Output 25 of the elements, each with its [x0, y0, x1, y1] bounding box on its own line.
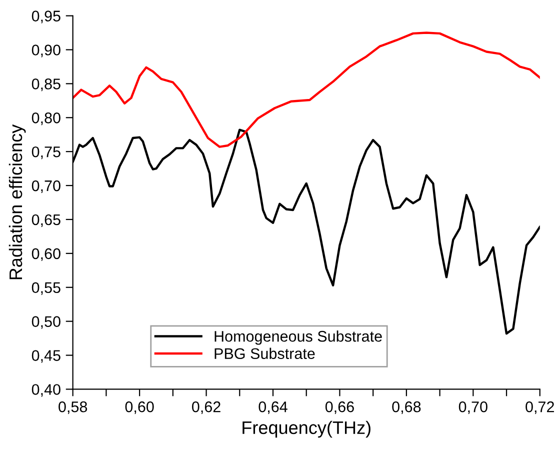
y-tick-label: 0,50 — [32, 316, 60, 329]
y-tick-label: 0,40 — [32, 384, 60, 397]
legend-label: PBG Substrate — [214, 348, 315, 360]
y-tick-label: 0,85 — [32, 78, 60, 92]
x-tick-label: 0,70 — [458, 401, 488, 414]
y-tick-label: 0,95 — [32, 10, 60, 24]
y-tick-label: 0,45 — [32, 350, 60, 363]
x-tick-label: 0,64 — [258, 401, 288, 414]
y-axis-title: Radiation efficiency — [8, 124, 26, 280]
legend-label: Homogeneous Substrate — [214, 330, 382, 345]
y-tick-label: 0,65 — [32, 214, 60, 227]
x-tick-label: 0,60 — [125, 401, 154, 414]
x-tick-label: 0,68 — [392, 401, 421, 414]
x-tick-label: 0,72 — [526, 401, 554, 414]
x-tick-label: 0,66 — [325, 401, 354, 414]
y-tick-label: 0,80 — [32, 112, 60, 126]
x-tick-label: 0,62 — [192, 401, 220, 414]
x-tick-label: 0,58 — [58, 401, 88, 414]
y-tick-label: 0,70 — [32, 180, 60, 194]
y-tick-label: 0,55 — [32, 282, 60, 295]
y-tick-label: 0,75 — [32, 146, 60, 160]
line-series — [72, 32, 540, 148]
y-tick-label: 0,60 — [32, 248, 60, 261]
y-tick-label: 0,90 — [32, 44, 60, 58]
x-axis-title: Frequency(THz) — [242, 420, 370, 438]
